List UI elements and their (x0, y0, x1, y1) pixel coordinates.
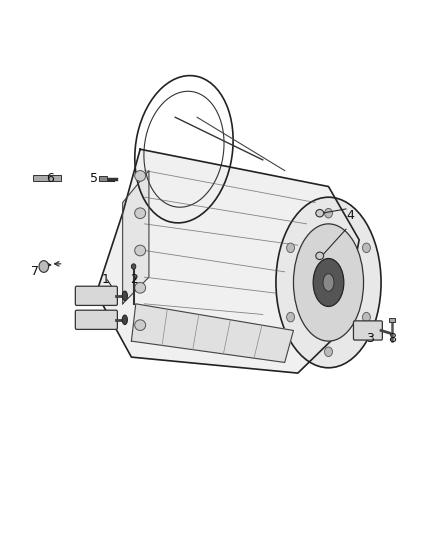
Ellipse shape (363, 243, 371, 253)
Ellipse shape (316, 209, 324, 217)
Ellipse shape (135, 245, 145, 256)
Ellipse shape (276, 197, 381, 368)
Ellipse shape (122, 315, 127, 325)
FancyBboxPatch shape (33, 175, 61, 181)
Ellipse shape (135, 320, 145, 330)
Text: 2: 2 (130, 273, 138, 286)
Text: 7: 7 (31, 265, 39, 278)
Ellipse shape (293, 224, 364, 341)
Text: 8: 8 (388, 332, 396, 345)
Ellipse shape (135, 282, 145, 293)
Ellipse shape (286, 243, 294, 253)
Ellipse shape (316, 252, 324, 260)
Polygon shape (123, 171, 149, 304)
Ellipse shape (39, 261, 49, 272)
Text: 6: 6 (46, 172, 54, 185)
Ellipse shape (135, 171, 145, 181)
Polygon shape (131, 304, 293, 362)
FancyBboxPatch shape (389, 318, 395, 322)
Ellipse shape (313, 259, 344, 306)
Text: 5: 5 (90, 172, 98, 185)
FancyArrowPatch shape (55, 262, 61, 266)
Text: 4: 4 (346, 209, 354, 222)
Ellipse shape (363, 312, 371, 322)
Ellipse shape (131, 264, 136, 269)
Polygon shape (96, 149, 359, 373)
Ellipse shape (286, 312, 294, 322)
FancyBboxPatch shape (75, 310, 117, 329)
FancyBboxPatch shape (353, 321, 382, 340)
Ellipse shape (325, 347, 332, 357)
FancyBboxPatch shape (75, 286, 117, 305)
Ellipse shape (135, 208, 145, 219)
Ellipse shape (323, 274, 334, 291)
FancyBboxPatch shape (99, 176, 107, 181)
Ellipse shape (122, 291, 127, 301)
Text: 1: 1 (101, 273, 109, 286)
Ellipse shape (325, 208, 332, 218)
Text: 3: 3 (366, 332, 374, 345)
